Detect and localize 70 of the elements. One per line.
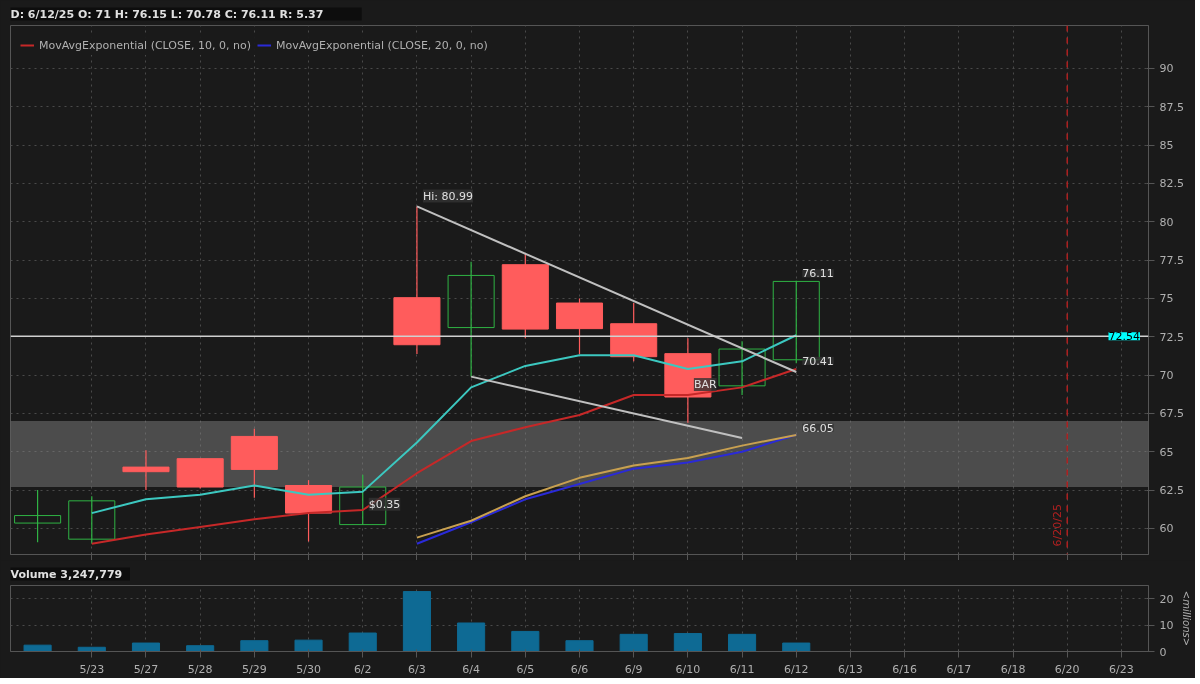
candlestick [122,449,170,491]
y-tick-label: 70 [1159,369,1174,383]
x-tick-label: 5/27 [133,662,159,676]
y-tick-label: 62.5 [1159,484,1184,498]
bar [619,633,648,652]
ref-line-label: 72.54 [1108,330,1140,344]
bar [23,644,52,652]
bar [673,633,702,652]
line-series [90,367,798,545]
bar [782,642,811,652]
x-tick-label: 5/30 [296,662,321,676]
y-tick-label: 85 [1159,139,1174,153]
bar [294,639,323,652]
x-tick-label: 6/5 [516,662,535,676]
y-tick-label: 20 [1159,592,1174,606]
bar [348,632,377,652]
x-tick-label: 6/2 [353,662,372,676]
y-tick-label: 82.5 [1159,177,1184,191]
chart-title: Volume 3,247,779 [10,567,123,581]
annotation: Hi: 80.99 [422,189,473,203]
x-tick-label: 6/23 [1109,662,1134,676]
legend-label: MovAvgExponential (CLOSE, 20, 0, no) [275,38,488,52]
y-tick-label: 10 [1159,619,1174,633]
y-tick-label: 75 [1159,292,1174,306]
ref-line-label: 6/20/25 [1051,504,1065,547]
x-tick-label: 6/20 [1054,662,1080,676]
y-axis-title: <millions> [1181,590,1193,647]
line-series [90,334,798,515]
y-tick-label: 80 [1159,215,1174,229]
x-tick-label: 6/17 [946,662,972,676]
x-tick-label: 6/11 [729,662,755,676]
y-tick-label: 67.5 [1159,407,1184,421]
x-tick-label: 6/9 [624,662,643,676]
bar [131,642,161,652]
text: D: 6/12/25 O: 71 H: 76.15 L: 70.78 C: 76.11 R: 5.37 [10,7,324,21]
x-tick-label: 6/18 [1000,662,1026,676]
annotation: BAR [693,378,717,392]
annotation: 76.11 [802,267,834,281]
candlestick [447,261,495,378]
candlestick [14,489,62,543]
bar [402,591,431,652]
x-tick-label: 6/13 [838,662,863,676]
x-tick-label: 5/28 [187,662,213,676]
candlestick [718,340,766,396]
x-tick-label: 6/6 [570,662,589,676]
candlestick [68,495,116,545]
x-tick-label: 6/16 [892,662,917,676]
y-tick-label: 72.5 [1159,330,1184,344]
bar [240,640,269,652]
x-tick-label: 6/10 [675,662,701,676]
y-tick-label: 90 [1159,62,1174,76]
y-tick-label: 60 [1159,522,1174,536]
annotation: 66.05 [802,421,834,435]
bar [565,640,594,652]
y-tick-label: 87.5 [1159,100,1184,114]
annotation: $0.35 [368,497,401,511]
annotation: 70.41 [802,354,834,368]
bar [186,645,215,652]
bar [728,633,757,652]
x-tick-label: 6/4 [462,662,480,676]
y-tick-label: 0 [1159,645,1167,659]
legend-label: MovAvgExponential (CLOSE, 10, 0, no) [39,38,251,52]
x-tick-label: 6/3 [408,662,426,676]
x-tick-label: 5/23 [79,662,105,676]
bar [511,630,540,652]
x-tick-label: 5/29 [242,662,267,676]
y-tick-label: 77.5 [1159,254,1184,268]
y-tick-label: 65 [1159,445,1174,459]
bar [457,622,486,652]
x-tick-label: 6/12 [783,662,809,676]
